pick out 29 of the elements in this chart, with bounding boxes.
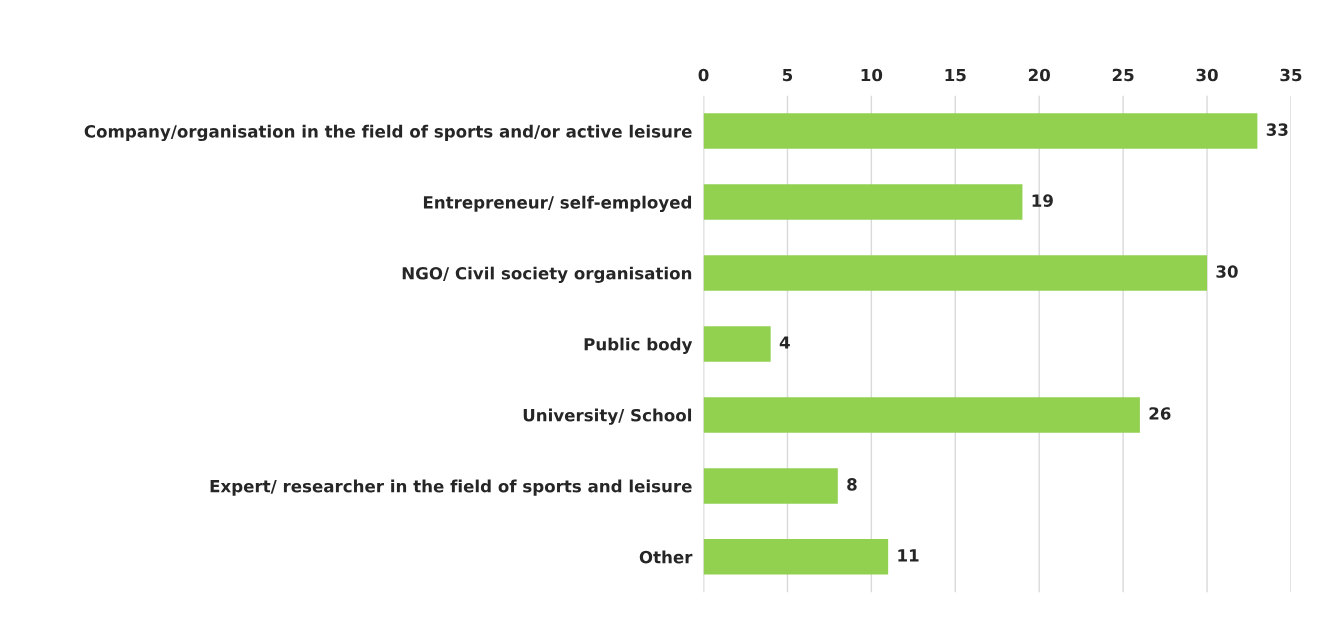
data-label: 4 bbox=[779, 336, 790, 349]
bar bbox=[703, 468, 838, 504]
x-tick-label: 30 bbox=[1196, 68, 1218, 82]
y-tick-label: Entrepreneur/ self-employed bbox=[423, 195, 692, 212]
bar bbox=[703, 184, 1023, 220]
y-tick-label: Company/organisation in the field of sports and/or active leisure bbox=[84, 124, 692, 142]
x-tick-label: 10 bbox=[861, 68, 883, 82]
y-tick-label: Other bbox=[639, 550, 693, 564]
data-label: 8 bbox=[847, 478, 857, 491]
x-tick-label: 5 bbox=[782, 68, 793, 82]
bar bbox=[703, 397, 1140, 433]
bar bbox=[703, 113, 1258, 149]
y-tick-label: Expert/ researcher in the field of sports and leisure bbox=[210, 479, 692, 496]
x-tick-label: 35 bbox=[1280, 68, 1302, 82]
x-tick-label: 15 bbox=[945, 68, 966, 82]
data-label: 26 bbox=[1149, 407, 1171, 420]
y-tick-label: NGO/ Civil society organisation bbox=[402, 266, 692, 283]
x-tick-label: 0 bbox=[698, 68, 709, 82]
y-tick-label: University/ School bbox=[523, 408, 692, 425]
data-label: 30 bbox=[1216, 265, 1238, 278]
bar bbox=[703, 539, 889, 575]
bar bbox=[703, 326, 771, 362]
data-label: 11 bbox=[898, 549, 919, 562]
x-tick-label: 20 bbox=[1028, 68, 1050, 82]
y-tick-label: Public body bbox=[584, 337, 693, 354]
x-tick-label: 25 bbox=[1112, 68, 1134, 82]
data-label: 19 bbox=[1032, 194, 1053, 207]
bar bbox=[703, 255, 1208, 291]
data-label: 33 bbox=[1266, 123, 1288, 136]
